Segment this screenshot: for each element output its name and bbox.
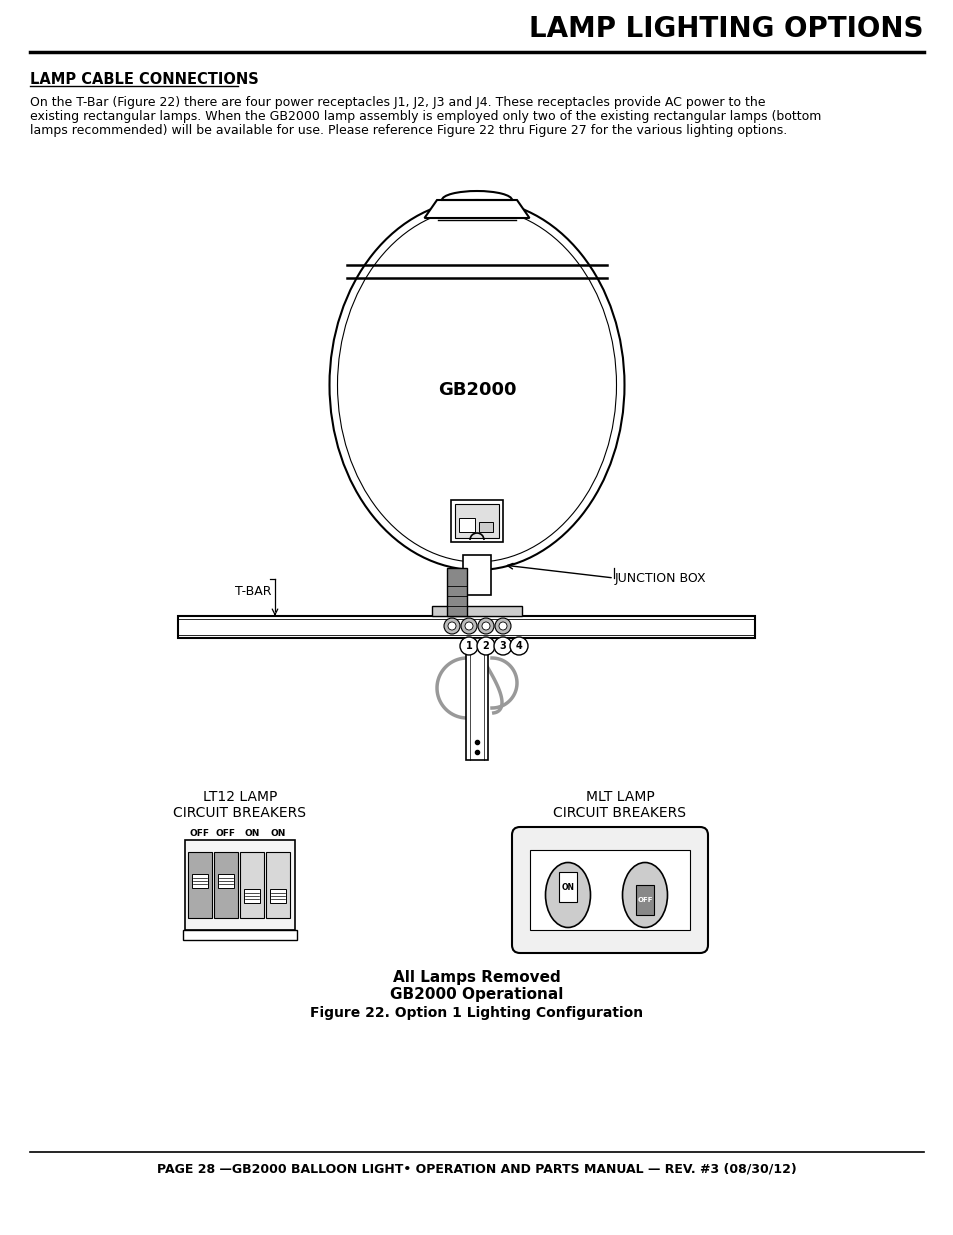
- Circle shape: [477, 618, 494, 634]
- Circle shape: [510, 637, 527, 655]
- Circle shape: [448, 622, 456, 630]
- Bar: [178, 616, 754, 638]
- Text: CB4: CB4: [269, 932, 287, 942]
- Bar: [447, 568, 467, 616]
- Text: On the T-Bar (Figure 22) there are four power receptacles J1, J2, J3 and J4. The: On the T-Bar (Figure 22) there are four …: [30, 96, 764, 109]
- Text: OFF: OFF: [215, 829, 235, 839]
- Bar: [432, 606, 521, 616]
- Bar: [465, 638, 488, 760]
- Bar: [478, 522, 493, 532]
- Text: OFF: OFF: [190, 829, 210, 839]
- Text: lamps recommended) will be available for use. Please reference Figure 22 thru Fi: lamps recommended) will be available for…: [30, 124, 786, 137]
- Bar: [451, 500, 502, 542]
- Bar: [458, 517, 475, 532]
- Text: ON: ON: [244, 829, 259, 839]
- Bar: [636, 885, 654, 915]
- Ellipse shape: [622, 862, 667, 927]
- Bar: [244, 889, 260, 903]
- Text: OFF: OFF: [637, 897, 652, 903]
- Text: 1: 1: [465, 641, 472, 651]
- Ellipse shape: [329, 200, 624, 571]
- Circle shape: [495, 618, 511, 634]
- Text: ON: ON: [270, 829, 285, 839]
- Circle shape: [464, 622, 473, 630]
- Text: 4: 4: [515, 641, 522, 651]
- Circle shape: [476, 637, 495, 655]
- Text: CB2: CB2: [216, 932, 234, 942]
- Text: 3: 3: [499, 641, 506, 651]
- FancyBboxPatch shape: [512, 827, 707, 953]
- Circle shape: [460, 618, 476, 634]
- Bar: [462, 555, 491, 595]
- Text: CB2: CB2: [632, 847, 658, 860]
- Bar: [185, 840, 294, 930]
- Circle shape: [498, 622, 506, 630]
- Text: LAMP CABLE CONNECTIONS: LAMP CABLE CONNECTIONS: [30, 72, 258, 86]
- Bar: [558, 872, 577, 902]
- Bar: [218, 874, 233, 888]
- Text: T-BAR: T-BAR: [234, 585, 272, 598]
- Circle shape: [494, 637, 512, 655]
- Bar: [240, 852, 264, 918]
- Bar: [213, 852, 237, 918]
- Bar: [188, 852, 212, 918]
- Text: CB3: CB3: [243, 932, 261, 942]
- Text: LT12 LAMP
CIRCUIT BREAKERS: LT12 LAMP CIRCUIT BREAKERS: [173, 790, 306, 820]
- Text: Figure 22. Option 1 Lighting Configuration: Figure 22. Option 1 Lighting Configurati…: [310, 1007, 643, 1020]
- Bar: [270, 889, 286, 903]
- Text: 2: 2: [482, 641, 489, 651]
- Text: existing rectangular lamps. When the GB2000 lamp assembly is employed only two o: existing rectangular lamps. When the GB2…: [30, 110, 821, 124]
- Circle shape: [443, 618, 459, 634]
- Bar: [455, 504, 498, 538]
- Text: MLT LAMP
CIRCUIT BREAKERS: MLT LAMP CIRCUIT BREAKERS: [553, 790, 686, 820]
- Circle shape: [459, 637, 477, 655]
- Text: PAGE 28 —GB2000 BALLOON LIGHT• OPERATION AND PARTS MANUAL — REV. #3 (08/30/12): PAGE 28 —GB2000 BALLOON LIGHT• OPERATION…: [157, 1162, 796, 1174]
- Text: GB2000: GB2000: [437, 382, 516, 399]
- Text: ON: ON: [561, 883, 574, 892]
- Bar: [192, 874, 208, 888]
- Text: CB1: CB1: [191, 932, 209, 942]
- Text: CB1: CB1: [555, 847, 580, 860]
- Text: All Lamps Removed
GB2000 Operational: All Lamps Removed GB2000 Operational: [390, 969, 563, 1003]
- Text: JUNCTION BOX: JUNCTION BOX: [615, 572, 706, 585]
- Bar: [183, 930, 296, 940]
- Bar: [530, 850, 689, 930]
- Text: LAMP LIGHTING OPTIONS: LAMP LIGHTING OPTIONS: [529, 15, 923, 43]
- Bar: [266, 852, 290, 918]
- Polygon shape: [424, 200, 529, 219]
- Circle shape: [481, 622, 490, 630]
- Ellipse shape: [545, 862, 590, 927]
